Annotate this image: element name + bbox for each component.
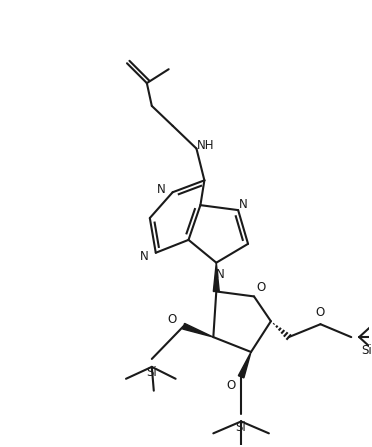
Polygon shape <box>238 352 251 378</box>
Text: Si: Si <box>147 367 157 380</box>
Polygon shape <box>183 323 213 337</box>
Text: O: O <box>167 313 176 326</box>
Text: NH: NH <box>197 139 214 152</box>
Text: N: N <box>140 250 148 263</box>
Text: O: O <box>227 379 236 392</box>
Text: N: N <box>239 198 247 211</box>
Text: Si: Si <box>236 421 247 434</box>
Text: Si: Si <box>362 345 372 358</box>
Polygon shape <box>213 263 219 291</box>
Text: O: O <box>316 306 325 319</box>
Text: N: N <box>216 268 225 281</box>
Text: N: N <box>157 183 166 196</box>
Text: O: O <box>256 281 266 294</box>
